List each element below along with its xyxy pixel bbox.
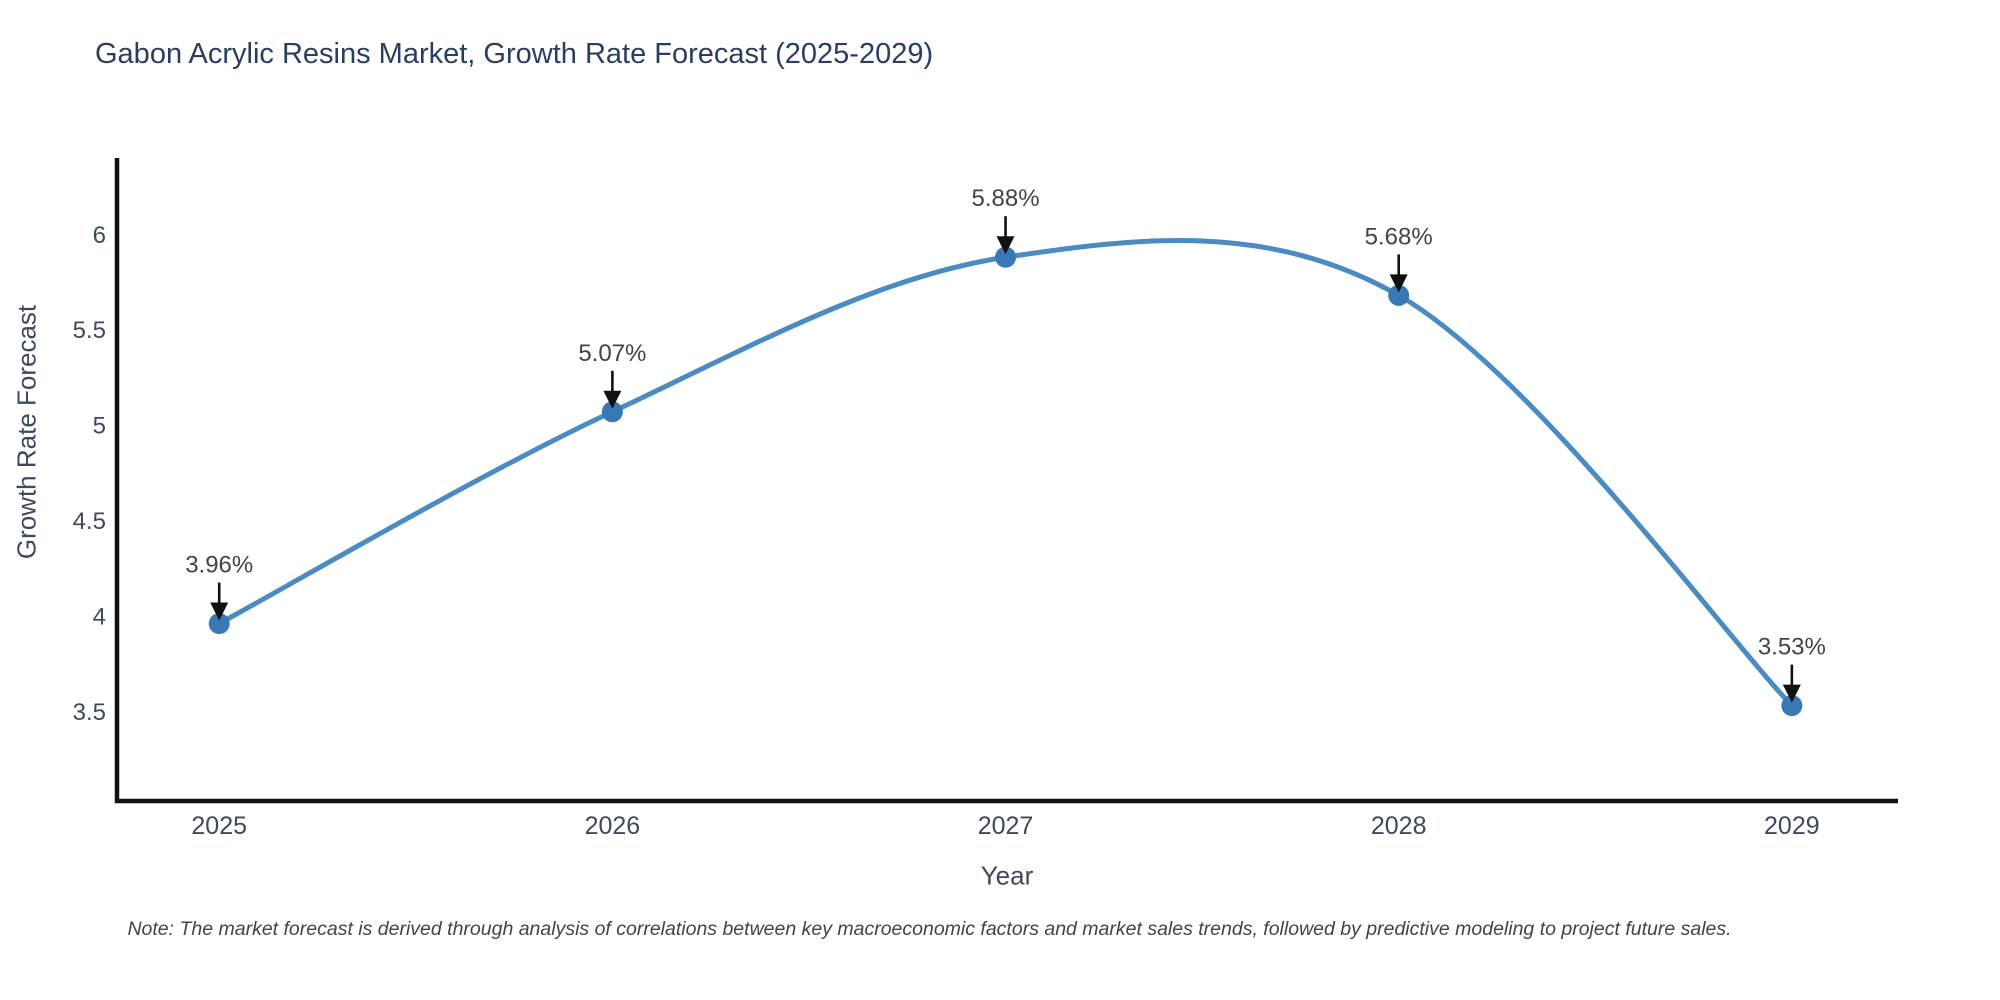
y-tick-label: 3.5	[73, 699, 106, 726]
chart-title: Gabon Acrylic Resins Market, Growth Rate…	[95, 38, 934, 70]
annotation-arrow-head	[1782, 684, 1801, 703]
y-tick-label: 5.5	[73, 317, 106, 344]
annotation-label: 3.96%	[185, 552, 253, 579]
footnote: Note: The market forecast is derived thr…	[127, 918, 1732, 940]
forecast-line	[216, 238, 1795, 709]
data-point-marker	[601, 401, 623, 423]
x-tick-label: 2025	[191, 812, 247, 840]
data-point-marker	[995, 246, 1017, 268]
x-tick-label: 2028	[1371, 812, 1427, 840]
annotation-arrow-head	[210, 602, 229, 621]
annotation-arrow-head	[996, 236, 1015, 255]
annotation-label: 5.68%	[1365, 223, 1433, 250]
x-tick-label: 2029	[1764, 812, 1820, 840]
data-point-marker	[1781, 695, 1803, 717]
annotation-label: 3.53%	[1758, 634, 1826, 661]
x-tick-label: 2026	[585, 812, 641, 840]
y-tick-label: 4	[93, 603, 106, 630]
y-tick-label: 4.5	[73, 508, 106, 535]
annotation-label: 5.88%	[972, 185, 1040, 212]
x-tick-label: 2027	[978, 812, 1034, 840]
annotation-arrow-head	[1389, 274, 1408, 293]
y-tick-label: 5	[93, 413, 106, 440]
axis-lines	[114, 158, 1898, 804]
data-point-marker	[208, 613, 230, 635]
y-tick-label: 6	[93, 222, 106, 249]
x-axis-title: Year	[980, 860, 1034, 891]
data-point-marker	[1388, 284, 1410, 306]
annotation-arrow-head	[603, 390, 622, 409]
annotation-label: 5.07%	[578, 340, 646, 367]
